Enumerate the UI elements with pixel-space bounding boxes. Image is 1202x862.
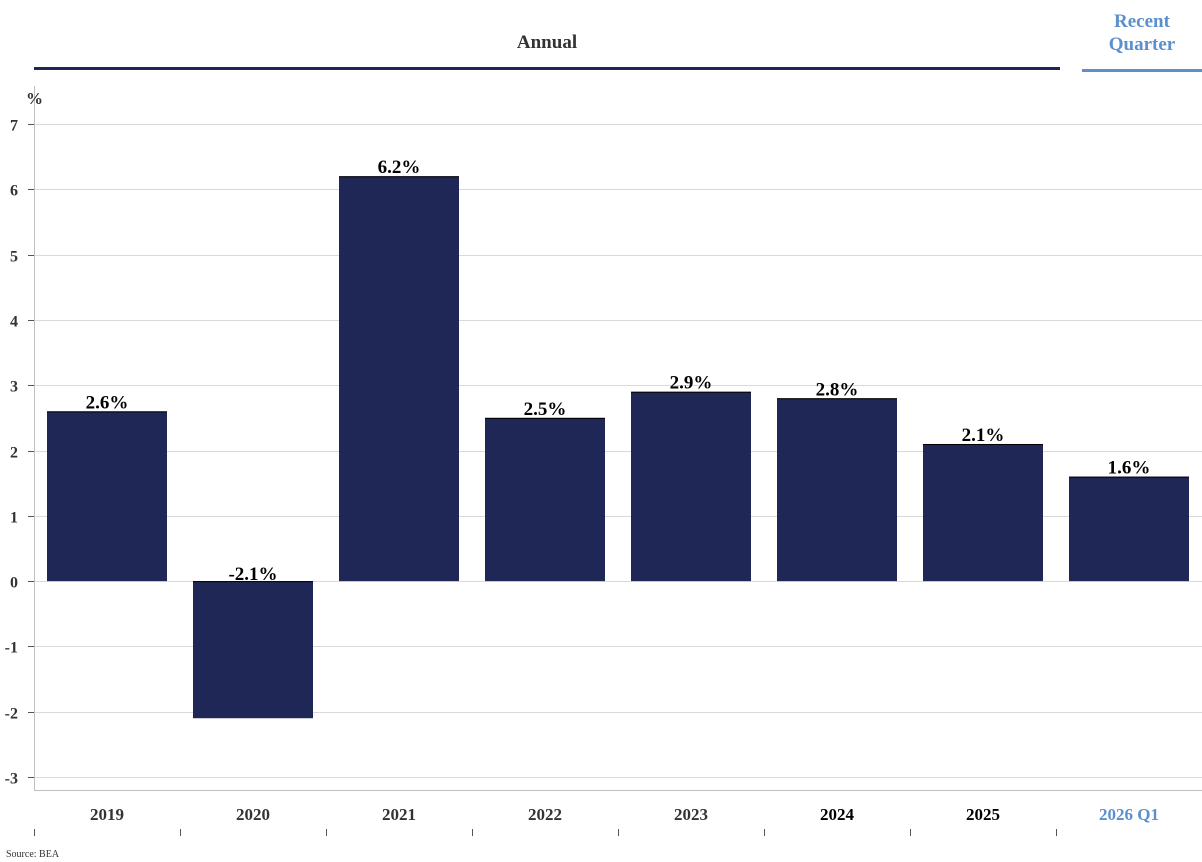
y-tick-label: 3 xyxy=(10,379,18,396)
bar-2025 xyxy=(923,443,1043,582)
data-label: 6.2% xyxy=(378,157,421,178)
bar-2022 xyxy=(485,417,605,582)
data-label: 2.6% xyxy=(86,392,129,413)
x-tick-label: 2023 xyxy=(674,805,708,824)
recent-quarter-header: Recent Quarter xyxy=(1082,10,1202,56)
x-tick-label: 2022 xyxy=(528,805,562,824)
bar-2023 xyxy=(631,391,751,582)
y-tick-label: 6 xyxy=(10,183,18,200)
data-label: 2.1% xyxy=(962,425,1005,446)
x-tick-label: 2024 xyxy=(820,805,855,824)
y-tick-label: 0 xyxy=(10,575,18,592)
x-tick-label: 2020 xyxy=(236,805,270,824)
bar-2024 xyxy=(777,398,897,582)
data-label: 2.5% xyxy=(524,399,567,420)
bar-2021 xyxy=(339,176,459,582)
y-tick-label: -3 xyxy=(5,771,18,788)
y-axis-unit-label: % xyxy=(26,89,43,108)
y-tick-label: -1 xyxy=(5,640,18,657)
y-tick-label: 1 xyxy=(10,510,18,527)
bar-2019 xyxy=(47,411,167,582)
annual-header: Annual xyxy=(516,32,578,53)
x-tick-label: 2019 xyxy=(90,805,124,824)
bar-2020 xyxy=(193,581,313,719)
y-tick-label: 4 xyxy=(10,314,18,331)
x-tick-label: 2025 xyxy=(966,805,1000,824)
x-tick-label: 2021 xyxy=(382,805,416,824)
data-label: -2.1% xyxy=(228,564,277,585)
x-tick-label: 2026 Q1 xyxy=(1099,805,1159,824)
source-note: Source: BEA xyxy=(6,849,60,860)
data-label: 2.8% xyxy=(816,379,859,400)
y-tick-label: 2 xyxy=(10,445,18,462)
y-tick-label: -2 xyxy=(5,706,18,723)
y-tick-label: 7 xyxy=(10,118,18,135)
recent-quarter-header-line1: Recent xyxy=(1114,11,1170,32)
bar-2026-q1 xyxy=(1069,476,1189,582)
data-label: 1.6% xyxy=(1108,458,1151,479)
y-tick-label: 5 xyxy=(10,249,18,266)
data-label: 2.9% xyxy=(670,373,713,394)
recent-quarter-header-line2: Quarter xyxy=(1108,34,1176,55)
